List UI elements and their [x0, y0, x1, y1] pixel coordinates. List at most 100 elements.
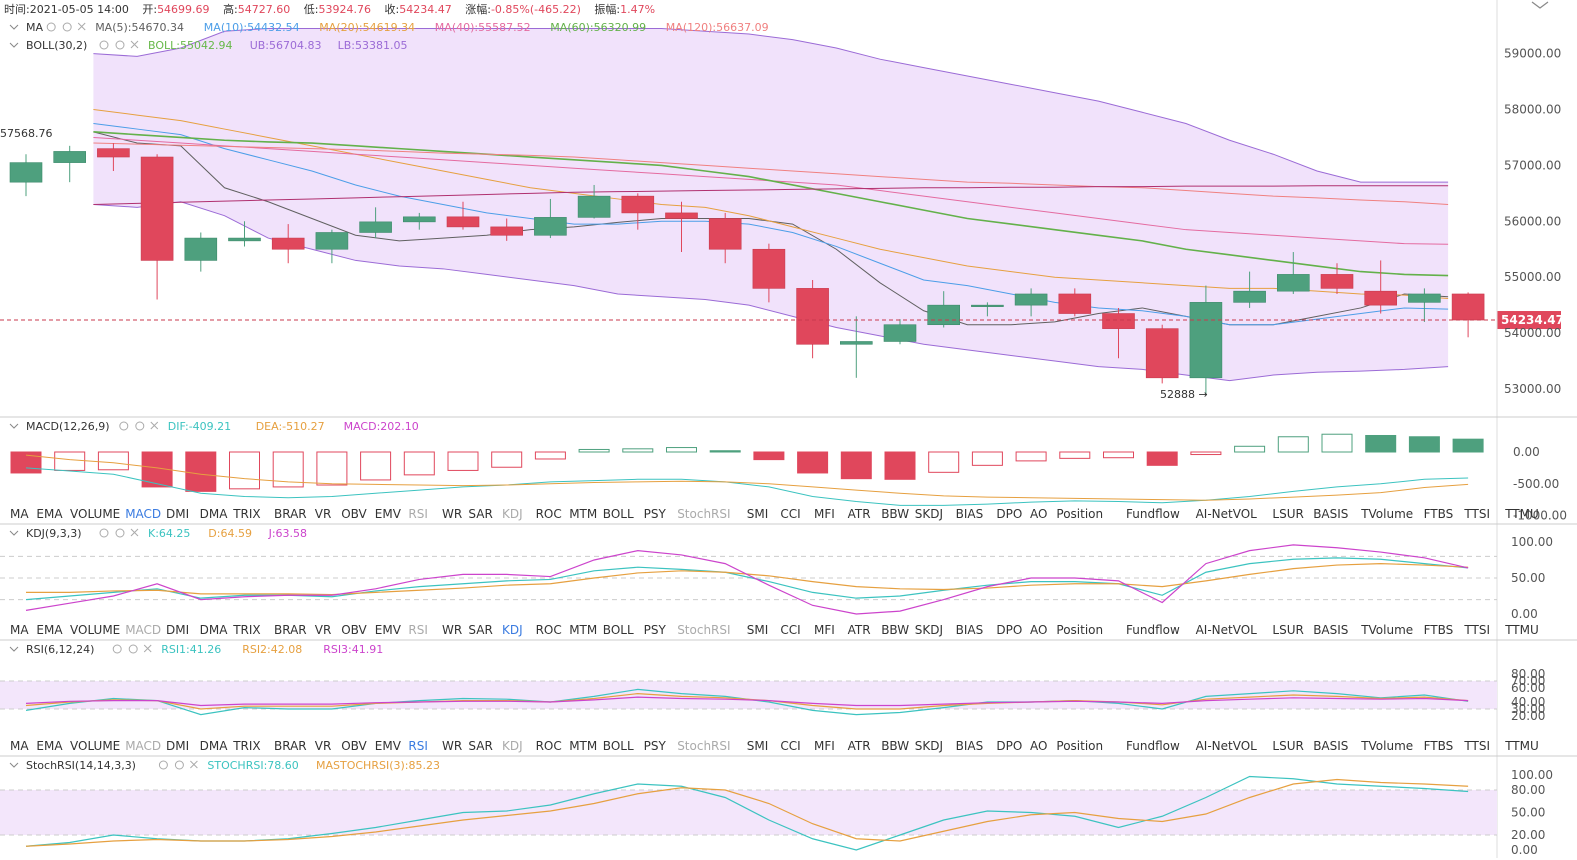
indicator-tab[interactable]: MA — [10, 623, 29, 637]
indicator-tab[interactable]: ATR — [848, 623, 871, 637]
indicator-tab[interactable]: RSI — [408, 623, 428, 637]
indicator-tab[interactable]: VR — [315, 623, 332, 637]
collapse-chevron-icon[interactable] — [1531, 1, 1549, 9]
indicator-tab[interactable]: ROC — [536, 507, 562, 521]
indicator-tab[interactable]: Fundflow — [1126, 507, 1180, 521]
indicator-tab[interactable]: MFI — [814, 739, 835, 753]
indicator-tab[interactable]: DMI — [166, 507, 189, 521]
indicator-tab[interactable]: AO — [1030, 623, 1047, 637]
indicator-tab[interactable]: TTSI — [1463, 623, 1490, 637]
indicator-tab[interactable]: SAR — [468, 739, 492, 753]
indicator-tab[interactable]: FTBS — [1424, 623, 1454, 637]
indicator-tab[interactable]: DPO — [996, 739, 1022, 753]
indicator-tab[interactable]: MFI — [814, 623, 835, 637]
indicator-tab[interactable]: BOLL — [603, 507, 634, 521]
indicator-tab[interactable]: KDJ — [502, 739, 523, 753]
indicator-tab[interactable]: MFI — [814, 507, 835, 521]
indicator-tab[interactable]: MTM — [569, 739, 597, 753]
indicator-tab[interactable]: PSY — [644, 739, 667, 753]
indicator-tab[interactable]: DMA — [200, 623, 229, 637]
indicator-tab[interactable]: RSI — [408, 739, 428, 753]
indicator-tab[interactable]: EMV — [375, 507, 402, 521]
indicator-tab[interactable]: WR — [442, 507, 462, 521]
indicator-tab[interactable]: BASIS — [1313, 507, 1348, 521]
indicator-tab[interactable]: StochRSI — [677, 623, 730, 637]
indicator-tab[interactable]: MTM — [569, 623, 597, 637]
indicator-tab[interactable]: SMI — [747, 739, 769, 753]
indicator-tab[interactable]: TVolume — [1360, 623, 1413, 637]
indicator-tab[interactable]: BOLL — [603, 623, 634, 637]
indicator-tab[interactable]: AO — [1030, 507, 1047, 521]
indicator-tab[interactable]: AI-NetVOL — [1196, 507, 1258, 521]
indicator-tab[interactable]: BIAS — [956, 507, 984, 521]
indicator-tab[interactable]: SKDJ — [915, 623, 943, 637]
indicator-tab[interactable]: EMA — [36, 739, 63, 753]
indicator-tab[interactable]: MACD — [125, 739, 161, 753]
indicator-tab[interactable]: CCI — [780, 507, 800, 521]
indicator-tab[interactable]: LSUR — [1272, 507, 1303, 521]
indicator-tab[interactable]: BIAS — [956, 623, 984, 637]
indicator-tab[interactable]: FTBS — [1424, 507, 1454, 521]
indicator-tab[interactable]: TVolume — [1360, 507, 1413, 521]
indicator-tab[interactable]: Position — [1056, 739, 1103, 753]
indicator-tab[interactable]: Fundflow — [1126, 739, 1180, 753]
indicator-tab[interactable]: BBW — [881, 739, 909, 753]
indicator-tab[interactable]: TTSI — [1463, 739, 1490, 753]
indicator-tab[interactable]: SKDJ — [915, 507, 943, 521]
indicator-tab[interactable]: AO — [1030, 739, 1047, 753]
indicator-tab[interactable]: TVolume — [1360, 739, 1413, 753]
indicator-tab[interactable]: OBV — [341, 507, 367, 521]
indicator-tab[interactable]: EMV — [375, 739, 402, 753]
indicator-tab[interactable]: DMI — [166, 739, 189, 753]
indicator-tab[interactable]: DPO — [996, 623, 1022, 637]
indicator-tab[interactable]: SAR — [468, 507, 492, 521]
indicator-tab[interactable]: BASIS — [1313, 623, 1348, 637]
indicator-tab[interactable]: LSUR — [1272, 623, 1303, 637]
indicator-tab[interactable]: TTMU — [1504, 623, 1539, 637]
indicator-tab[interactable]: BRAR — [274, 507, 307, 521]
indicator-tab[interactable]: BRAR — [274, 739, 307, 753]
indicator-tab[interactable]: OBV — [341, 739, 367, 753]
indicator-tab[interactable]: LSUR — [1272, 739, 1303, 753]
indicator-tab[interactable]: PSY — [644, 507, 667, 521]
indicator-tab[interactable]: ROC — [536, 739, 562, 753]
indicator-tab[interactable]: TRIX — [232, 623, 260, 637]
indicator-tab[interactable]: RSI — [408, 507, 428, 521]
indicator-tab[interactable]: VOLUME — [70, 739, 120, 753]
indicator-tab[interactable]: Position — [1056, 507, 1103, 521]
indicator-tab[interactable]: DMA — [200, 507, 229, 521]
indicator-tab[interactable]: BBW — [881, 623, 909, 637]
indicator-tab[interactable]: SMI — [747, 507, 769, 521]
indicator-tab[interactable]: EMA — [36, 623, 63, 637]
indicator-tab[interactable]: FTBS — [1424, 739, 1454, 753]
indicator-tab[interactable]: CCI — [780, 739, 800, 753]
indicator-tab[interactable]: DMI — [166, 623, 189, 637]
indicator-tab[interactable]: MTM — [569, 507, 597, 521]
indicator-tab[interactable]: BBW — [881, 507, 909, 521]
indicator-tab[interactable]: ATR — [848, 739, 871, 753]
indicator-tab[interactable]: MACD — [125, 507, 161, 521]
indicator-tab[interactable]: CCI — [780, 623, 800, 637]
indicator-tab[interactable]: SKDJ — [915, 739, 943, 753]
indicator-tab[interactable]: ATR — [848, 507, 871, 521]
indicator-tab[interactable]: KDJ — [502, 623, 523, 637]
indicator-tab[interactable]: TTMU — [1504, 507, 1539, 521]
indicator-tab[interactable]: Fundflow — [1126, 623, 1180, 637]
indicator-tab[interactable]: TTMU — [1504, 739, 1539, 753]
indicator-tab[interactable]: AI-NetVOL — [1196, 623, 1258, 637]
indicator-tab[interactable]: TRIX — [232, 739, 260, 753]
indicator-tab[interactable]: SMI — [747, 623, 769, 637]
indicator-tab[interactable]: BOLL — [603, 739, 634, 753]
indicator-tab[interactable]: MACD — [125, 623, 161, 637]
indicator-tab[interactable]: KDJ — [502, 507, 523, 521]
indicator-tab[interactable]: BIAS — [956, 739, 984, 753]
indicator-tab[interactable]: VR — [315, 507, 332, 521]
indicator-tab[interactable]: EMA — [36, 507, 63, 521]
indicator-tab[interactable]: Position — [1056, 623, 1103, 637]
indicator-tab[interactable]: EMV — [375, 623, 402, 637]
indicator-tab[interactable]: StochRSI — [677, 739, 730, 753]
indicator-tab[interactable]: VR — [315, 739, 332, 753]
indicator-tab[interactable]: DPO — [996, 507, 1022, 521]
indicator-tab[interactable]: SAR — [468, 623, 492, 637]
indicator-tab[interactable]: DMA — [200, 739, 229, 753]
